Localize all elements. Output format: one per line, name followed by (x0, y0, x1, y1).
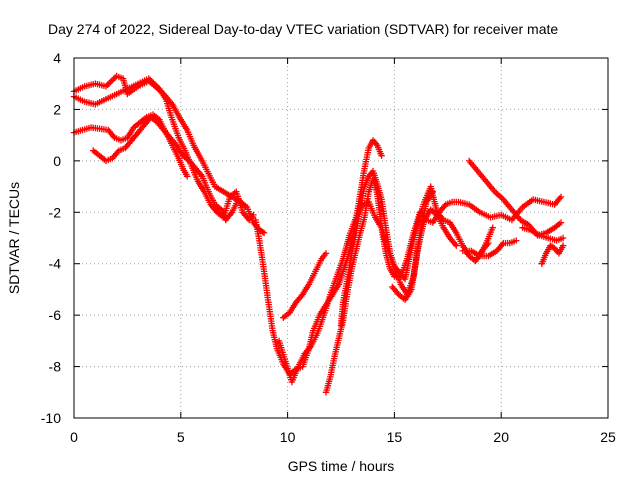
series-track-l (466, 157, 565, 239)
x-tick-label: 20 (493, 429, 509, 445)
data-point (559, 242, 567, 249)
grid-lines (74, 58, 608, 418)
series-track-g (280, 250, 330, 321)
data-point (557, 193, 565, 201)
y-tick-label: -10 (41, 410, 61, 426)
series-track-k (459, 237, 520, 260)
data-point (322, 250, 330, 257)
data-point (559, 234, 567, 242)
data-marks (70, 72, 567, 396)
y-tick-label: 2 (53, 101, 61, 117)
y-tick-label: -4 (49, 256, 62, 272)
series-track-o (476, 224, 496, 260)
x-tick-label: 5 (177, 429, 185, 445)
data-point (513, 237, 520, 244)
data-point (107, 78, 114, 86)
data-point (260, 229, 268, 237)
data-point (241, 203, 249, 211)
x-tick-label: 25 (600, 429, 616, 445)
y-tick-label: -6 (49, 307, 62, 323)
data-point (453, 242, 460, 249)
series-track-d (90, 113, 249, 224)
y-tick-label: 0 (53, 153, 61, 169)
x-tick-label: 15 (387, 429, 403, 445)
data-point (489, 224, 496, 231)
x-axis-label: GPS time / hours (288, 458, 395, 474)
chart-title: Day 274 of 2022, Sidereal Day-to-day VTE… (48, 21, 558, 37)
data-point (557, 219, 565, 226)
data-point (378, 152, 385, 159)
y-tick-label: -8 (49, 359, 62, 375)
series-track-b (70, 75, 257, 224)
tick-labels: 0 5 10 15 20 25 -10 -8 -6 -4 -2 0 2 4 (41, 50, 616, 445)
y-tick-label: -2 (49, 204, 62, 220)
axis-ticks (73, 57, 609, 419)
x-tick-label: 0 (70, 429, 78, 445)
data-point (184, 173, 191, 180)
series-track-i (337, 167, 492, 329)
y-axis-label: SDTVAR / TECUs (6, 182, 22, 294)
data-point (250, 211, 257, 219)
x-tick-label: 10 (280, 429, 296, 445)
plot-frame (73, 57, 609, 419)
series-track-e (252, 137, 385, 378)
y-tick-label: 4 (53, 50, 61, 66)
series-track-j (389, 206, 460, 303)
series-track-n (538, 242, 567, 267)
series-track-m (519, 224, 567, 244)
